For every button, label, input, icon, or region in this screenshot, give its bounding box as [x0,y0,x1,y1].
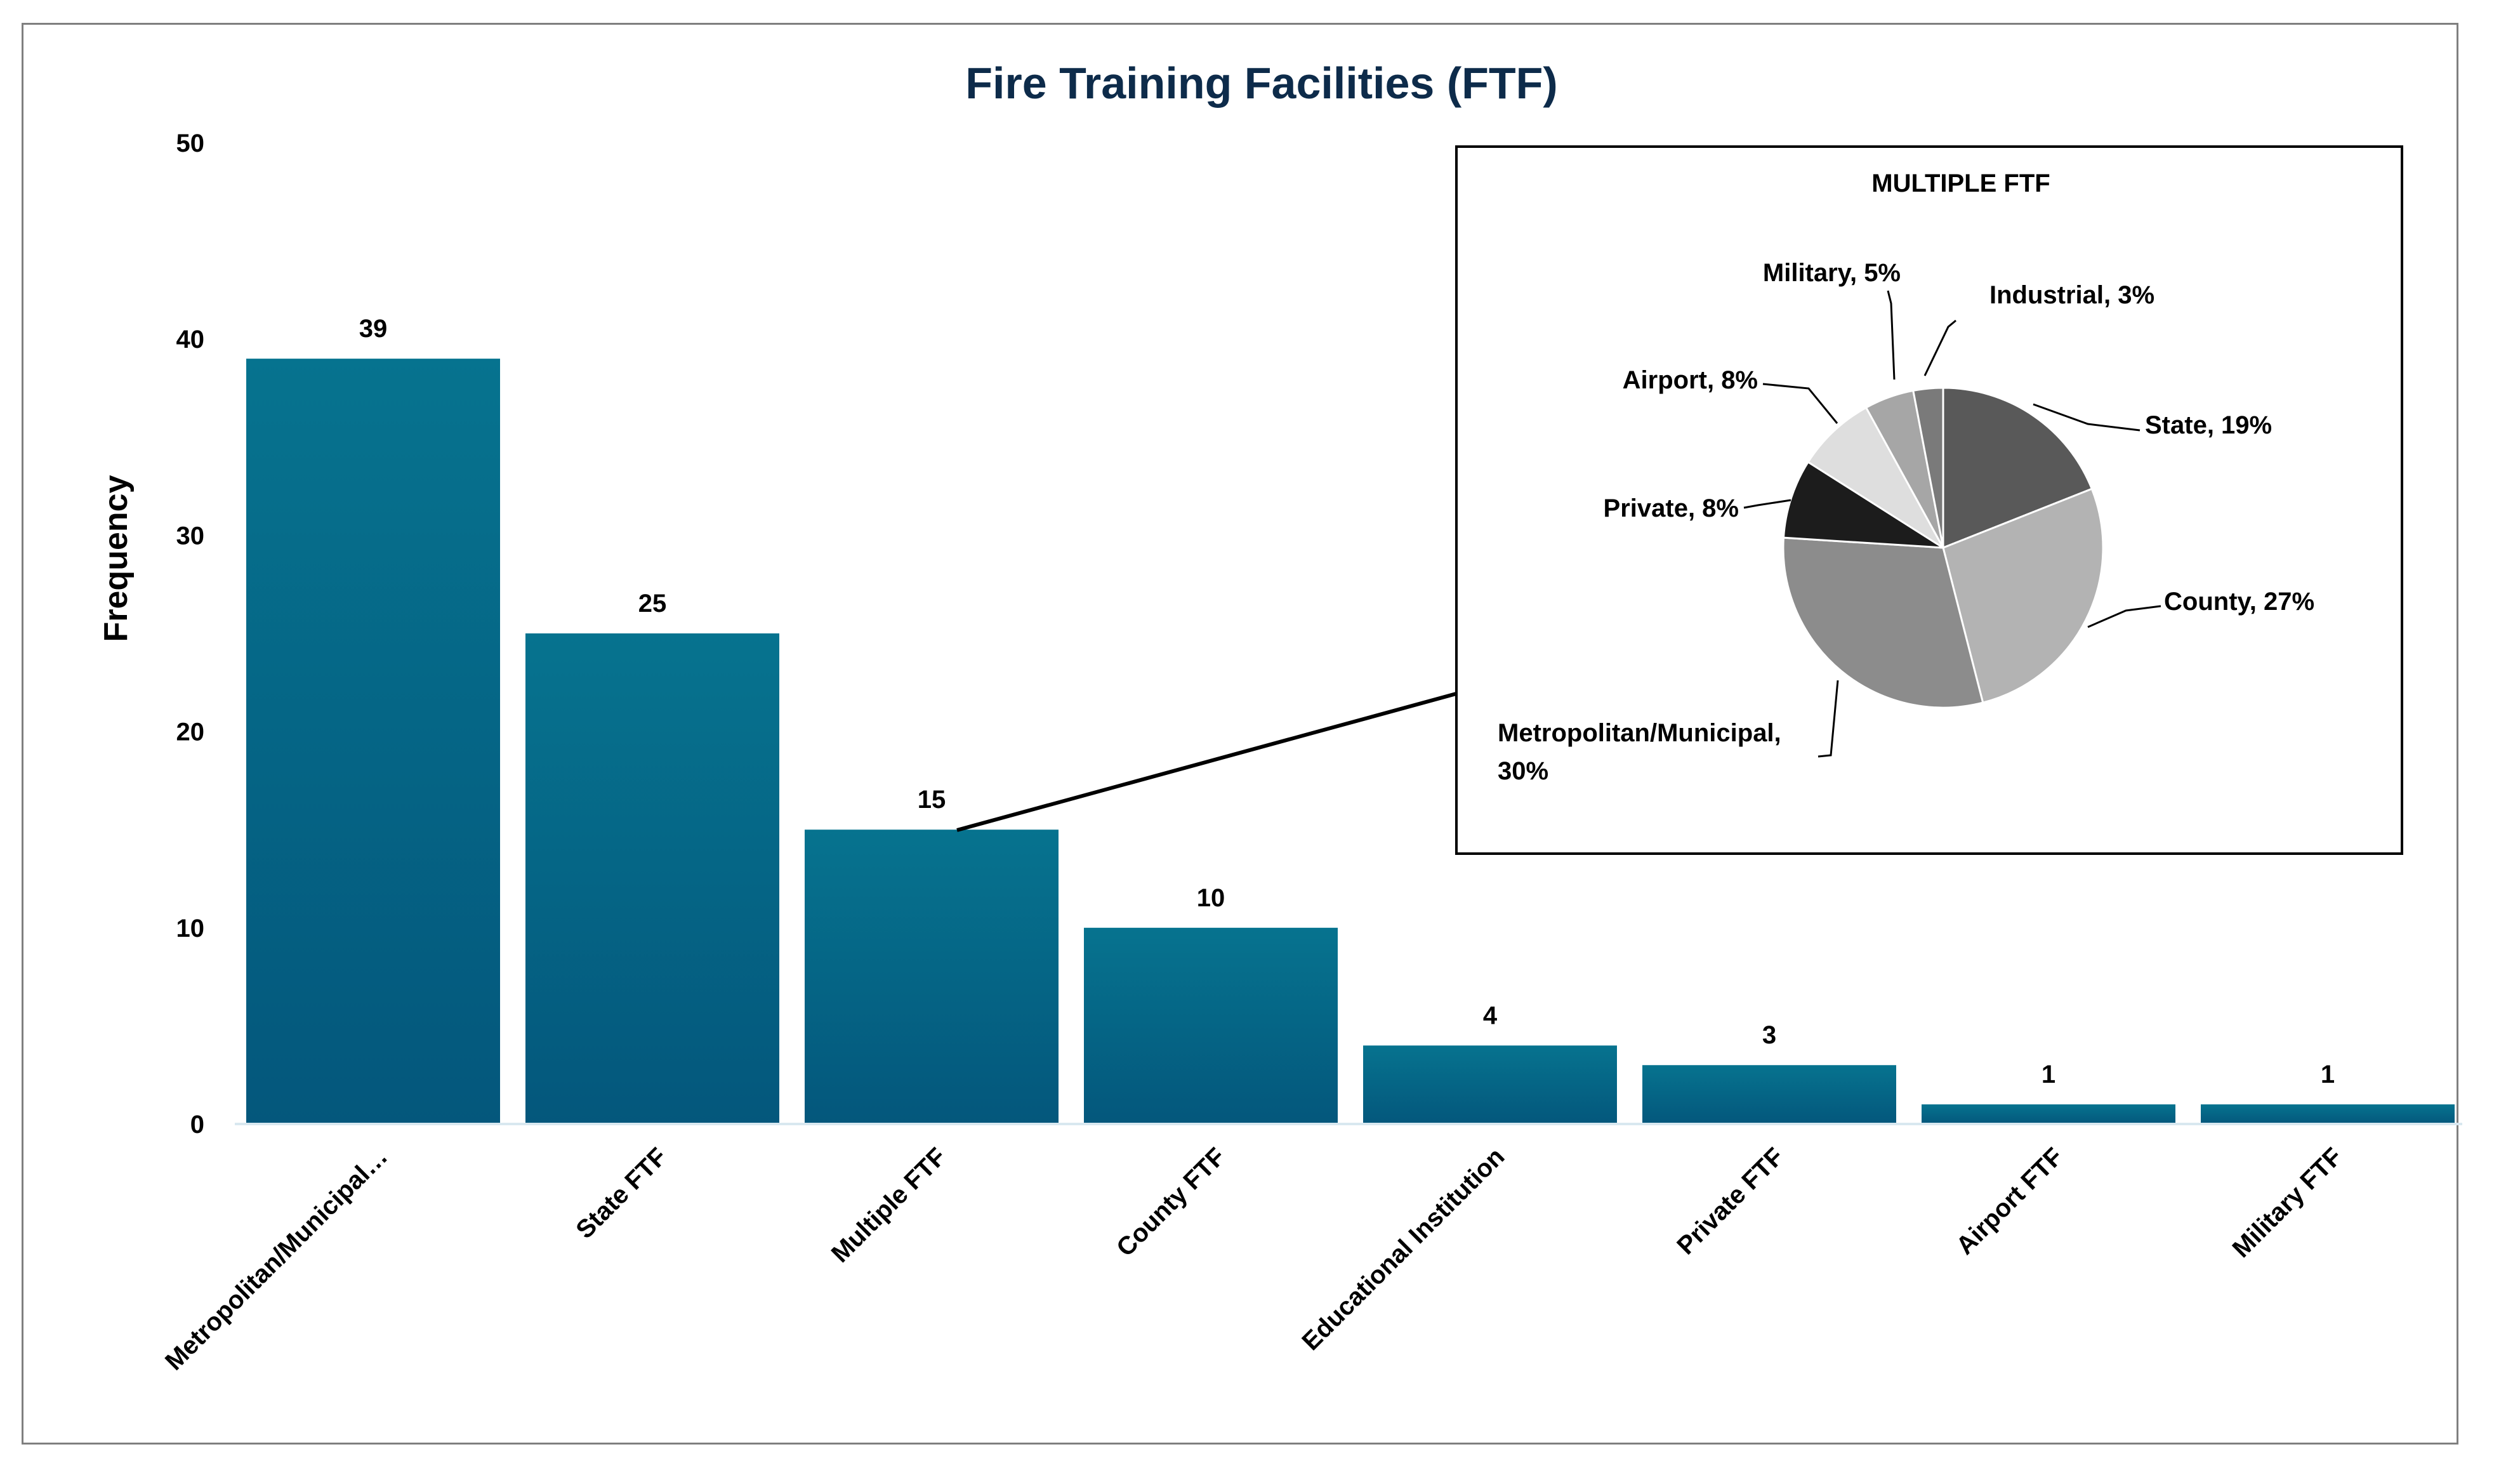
pie-slice-3 [1782,460,1944,549]
data-label-7: 1 [2321,1061,2335,1088]
pie-leader-6 [1923,319,1956,376]
category-label-0: Metropolitan/Municipal… [160,1142,393,1375]
data-label-6: 1 [2042,1061,2055,1088]
pie-label-5: Military, 5% [1763,259,1901,287]
pie-label-2-line2: 30% [1498,757,1548,785]
data-label-1: 25 [638,590,667,618]
bars [246,359,2455,1124]
data-label-2: 15 [918,786,946,814]
category-label-2: Multiple FTF [826,1142,952,1268]
pie-slice-4 [1807,406,1944,549]
pie-label-4: Airport, 8% [1623,366,1758,394]
bar-5 [1642,1065,1896,1124]
data-label-5: 3 [1762,1021,1776,1049]
pie-label-0: State, 19% [2145,411,2272,439]
pie-leader-4 [1762,383,1838,424]
data-label-4: 4 [1483,1002,1498,1029]
category-label-4: Educational Institution [1296,1142,1510,1356]
pie-slice-1 [1942,487,2104,704]
category-label-1: State FTF [571,1142,672,1244]
pie-leader-0 [2033,403,2141,432]
bar-7 [2201,1104,2455,1124]
y-tick-label: 50 [176,129,205,157]
pie-leader-5 [1887,290,1896,380]
pie-label-1: County, 27% [2164,588,2314,616]
y-tick-label: 10 [176,915,205,942]
pie-label-3: Private, 8% [1604,494,1739,522]
pie-labels: State, 19% County, 27% Metropolitan/Munici… [1498,259,2314,785]
pie-title: MULTIPLE FTF [1871,169,2050,197]
chart-title: Fire Training Facilities (FTF) [965,58,1557,108]
category-label-7: Military FTF [2227,1142,2348,1263]
pie-label-6: Industrial, 3% [1989,281,2154,309]
data-labels: 39 25 15 10 4 3 1 1 [359,315,2335,1088]
category-label-5: Private FTF [1672,1142,1789,1260]
y-axis-label: Frequency [98,475,135,642]
bar-1 [525,633,779,1124]
pie-chart [1782,387,2104,709]
pie-slice-0 [1942,387,2094,550]
bar-0 [246,359,500,1124]
y-tick-label: 40 [176,326,205,354]
data-label-0: 39 [359,315,388,343]
pie-slice-2 [1782,536,1984,709]
bar-2 [805,830,1059,1124]
pie-leader-3 [1743,499,1791,509]
y-tick-label: 20 [176,718,205,746]
pie-leader-2 [1817,680,1839,758]
y-axis-ticks: 0 10 20 30 40 50 [176,129,205,1139]
category-label-3: County FTF [1111,1142,1230,1262]
bar-3 [1084,927,1338,1124]
bar-6 [1922,1104,2175,1124]
bar-4 [1363,1045,1617,1124]
y-tick-label: 30 [176,522,205,550]
y-tick-label: 0 [190,1111,204,1139]
data-label-3: 10 [1197,884,1225,912]
pie-slice-6 [1912,387,1944,548]
pie-leader-lines [1743,290,2161,758]
category-labels: Metropolitan/Municipal… State FTF Multiple… [160,1142,2347,1375]
category-label-6: Airport FTF [1951,1142,2068,1260]
pie-leader-1 [2087,605,2161,628]
pie-label-2: Metropolitan/Municipal, [1498,719,1781,747]
